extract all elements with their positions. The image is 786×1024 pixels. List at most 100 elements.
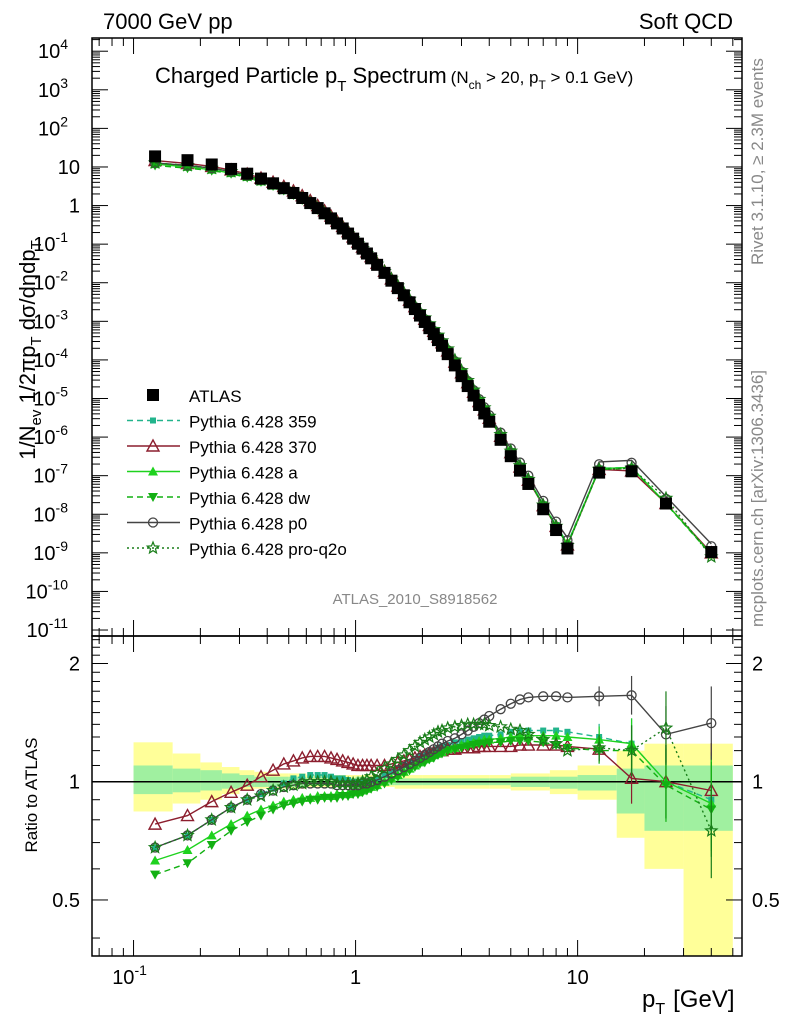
atlas-point: [267, 177, 280, 190]
band-inner: [549, 776, 578, 789]
ratio-y-tick-label: 0.5: [52, 890, 80, 912]
ratio-point-p370: [512, 737, 528, 751]
ratio-point-p370: [323, 750, 339, 764]
ratio-point-p370: [253, 769, 269, 783]
x-tick-label: 1: [350, 967, 361, 989]
x-axis-label: pT [GeV]: [642, 986, 735, 1018]
ratio-point-pdw: [449, 745, 460, 755]
ratio-point-pa: [242, 810, 253, 820]
ratio-point-pdw: [288, 799, 299, 809]
ratio-point-pq2o: [658, 720, 674, 735]
chart-title-sub: T: [337, 78, 346, 95]
side-text-bottom: mcplots.cern.ch [arXiv:1306.3436]: [748, 370, 767, 627]
y-tick-label-exp: 2: [60, 113, 68, 129]
ratio-point-p359: [540, 727, 547, 734]
ratio-point-p359: [270, 785, 277, 792]
ratio-point-p359: [553, 727, 560, 734]
ratio-point-pa: [551, 730, 562, 740]
ratio-point-pq2o: [384, 756, 399, 771]
legend-label-pdw: Pythia 6.428 dw: [189, 489, 311, 508]
legend-label-pp0: Pythia 6.428 p0: [189, 515, 307, 534]
chart-cuts-mid: > 20, p: [481, 68, 538, 87]
chart-title: Charged Particle pT Spectrum (Nch > 20, p…: [155, 63, 633, 95]
ratio-point-pq2o: [447, 719, 463, 734]
atlas-point: [448, 359, 461, 372]
y-tick-label: 104: [38, 36, 68, 63]
chart-title-cuts: (Nch > 20, pT > 0.1 GeV): [451, 68, 634, 92]
ratio-point-p370: [286, 753, 301, 767]
ratio-point-pq2o: [180, 827, 195, 842]
ratio-point-pp0: [626, 690, 637, 701]
band-inner: [644, 765, 684, 831]
ratio-point-pp0: [436, 738, 448, 749]
ratio-y-tick-label-right: 0.5: [752, 890, 780, 912]
atlas-point: [550, 524, 563, 537]
chart-cuts-sub1: ch: [469, 78, 482, 92]
ratio-point-pp0: [495, 704, 506, 715]
ratio-point-pp0: [706, 717, 717, 729]
ratio-point-p370: [265, 762, 281, 776]
header-left: 7000 GeV pp: [103, 9, 233, 34]
ratio-point-pdw: [562, 743, 573, 753]
y-tick-label: 10-11: [27, 615, 69, 642]
ratio-point-p359: [525, 727, 532, 734]
main-series-ATLAS: [149, 150, 718, 559]
ratio-point-pq2o: [503, 721, 519, 736]
ratio-point-p370: [276, 756, 291, 770]
ratio-point-pq2o: [422, 729, 437, 744]
atlas-point: [461, 380, 474, 393]
ratio-point-pa: [255, 804, 266, 814]
ratio-point-p359: [516, 727, 523, 734]
ratio-y-tick-label: 1: [69, 772, 80, 794]
ratio-point-pq2o: [434, 722, 450, 737]
ratio-point-pq2o: [402, 742, 417, 757]
legend-label-pa: Pythia 6.428 a: [189, 464, 298, 483]
y-tick-label-exp: -11: [49, 615, 68, 631]
ratio-point-pdw: [312, 795, 323, 805]
ratio-point-pq2o: [239, 792, 255, 806]
ratio-point-pp0: [337, 780, 348, 791]
ratio-point-pp0: [392, 765, 403, 776]
ratio-point-pq2o: [147, 839, 163, 854]
atlas-point: [561, 542, 574, 555]
ratio-point-pq2o: [560, 742, 575, 757]
ratio-point-pq2o: [521, 726, 536, 741]
legend-marker-p359: [150, 417, 156, 424]
ratio-point-pdw: [242, 817, 253, 827]
y-tick-label-exp: -1: [56, 229, 69, 245]
ratio-point-pdw: [297, 797, 308, 807]
ratio-point-pq2o: [417, 731, 433, 746]
ratio-point-p370: [240, 777, 255, 791]
y-tick-label-exp: -2: [56, 268, 69, 284]
ratio-point-pq2o: [591, 740, 607, 755]
ratio-point-p370: [317, 748, 332, 763]
ratio-point-pdw: [436, 749, 447, 759]
chart-cuts-open: (N: [451, 68, 469, 87]
ratio-point-pp0: [562, 692, 573, 703]
ratio-point-p370: [482, 738, 497, 753]
legend: ATLAS Pythia 6.428 359 Pythia 6.428 370 Pyt…: [127, 387, 347, 559]
ratio-point-pa: [206, 830, 217, 840]
atlas-point: [277, 182, 290, 195]
ratio-point-pq2o: [253, 788, 269, 803]
atlas-point: [522, 477, 535, 490]
ratio-point-pq2o: [276, 779, 292, 794]
ratio-point-p359: [374, 775, 381, 782]
ratio-point-pdw: [404, 766, 415, 776]
y-tick-label: 10-8: [33, 499, 68, 526]
atlas-point: [149, 150, 162, 163]
legend-marker-p370: [145, 438, 161, 452]
ratio-y-tick-label: 2: [69, 654, 80, 676]
ratio-point-pa: [562, 731, 573, 741]
ratio-point-pp0: [398, 761, 410, 773]
ratio-point-pa: [226, 819, 237, 829]
ratio-point-pq2o: [512, 722, 528, 737]
ratio-point-pdw: [206, 841, 217, 851]
ratio-point-pdw: [366, 784, 377, 794]
ratio-point-pdw: [660, 781, 671, 791]
ratio-point-pq2o: [407, 738, 423, 753]
ratio-point-pq2o: [471, 716, 487, 731]
y-tick-label-exp: -7: [56, 461, 69, 477]
y-tick-label: 102: [38, 113, 68, 140]
ratio-point-pp0: [505, 698, 516, 709]
